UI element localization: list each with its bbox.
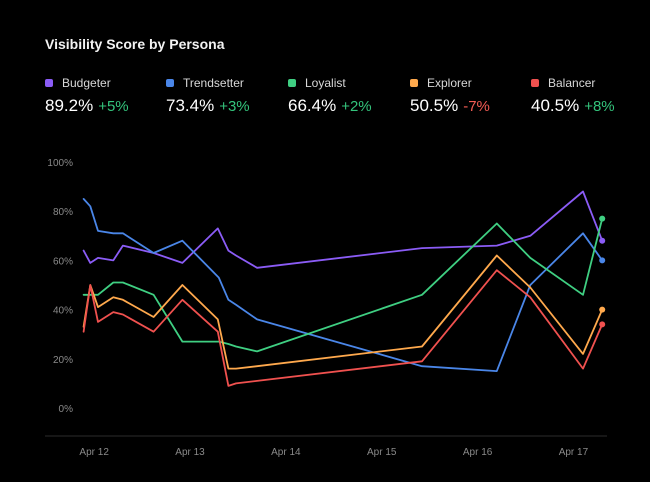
trendsetter-value: 73.4%: [166, 96, 215, 115]
budgeter-swatch: [45, 79, 53, 87]
legend-item-explorer: Explorer 50.5% -7%: [410, 76, 490, 116]
legend-label-budgeter: Budgeter: [62, 76, 111, 90]
legend-item-trendsetter: Trendsetter 73.4% +3%: [166, 76, 250, 116]
series-line-explorer: [82, 254, 604, 370]
legend-label-trendsetter: Trendsetter: [183, 76, 244, 90]
y-tick-label: 60%: [53, 256, 73, 267]
chart-title: Visibility Score by Persona: [45, 36, 225, 52]
y-tick-label: 80%: [53, 207, 73, 218]
trendsetter-change: +3%: [219, 98, 250, 115]
series-endpoint-loyalist: [599, 215, 606, 222]
series-line-trendsetter: [82, 197, 604, 373]
balancer-value: 40.5%: [531, 96, 580, 115]
legend-label-balancer: Balancer: [548, 76, 596, 90]
legend: Budgeter 89.2% +5% Trendsetter 73.4% +3% L…: [45, 76, 645, 120]
series-line-budgeter: [82, 190, 604, 269]
explorer-change: -7%: [463, 98, 490, 115]
series-line-loyalist: [82, 217, 604, 353]
budgeter-change: +5%: [98, 98, 129, 115]
x-tick-label: Apr 13: [175, 447, 205, 458]
loyalist-change: +2%: [341, 98, 372, 115]
series-endpoint-trendsetter: [599, 257, 606, 264]
y-tick-label: 40%: [53, 306, 73, 317]
loyalist-swatch: [288, 79, 296, 87]
y-tick-label: 20%: [53, 355, 73, 366]
legend-item-budgeter: Budgeter 89.2% +5%: [45, 76, 129, 116]
y-tick-label: 0%: [59, 404, 74, 415]
series-line-balancer: [82, 269, 604, 387]
explorer-swatch: [410, 79, 418, 87]
legend-item-balancer: Balancer 40.5% +8%: [531, 76, 615, 116]
legend-label-loyalist: Loyalist: [305, 76, 346, 90]
x-tick-label: Apr 12: [79, 447, 109, 458]
loyalist-value: 66.4%: [288, 96, 337, 115]
series-endpoint-balancer: [599, 321, 606, 328]
trendsetter-swatch: [166, 79, 174, 87]
balancer-swatch: [531, 79, 539, 87]
series-endpoint-budgeter: [599, 237, 606, 244]
explorer-value: 50.5%: [410, 96, 459, 115]
x-tick-label: Apr 14: [271, 447, 301, 458]
budgeter-value: 89.2%: [45, 96, 94, 115]
legend-item-loyalist: Loyalist 66.4% +2%: [288, 76, 372, 116]
y-tick-label: 100%: [47, 158, 73, 169]
balancer-change: +8%: [584, 98, 615, 115]
series-endpoint-explorer: [599, 306, 606, 313]
x-tick-label: Apr 15: [367, 447, 397, 458]
x-tick-label: Apr 17: [559, 447, 589, 458]
legend-label-explorer: Explorer: [427, 76, 472, 90]
x-tick-label: Apr 16: [463, 447, 493, 458]
